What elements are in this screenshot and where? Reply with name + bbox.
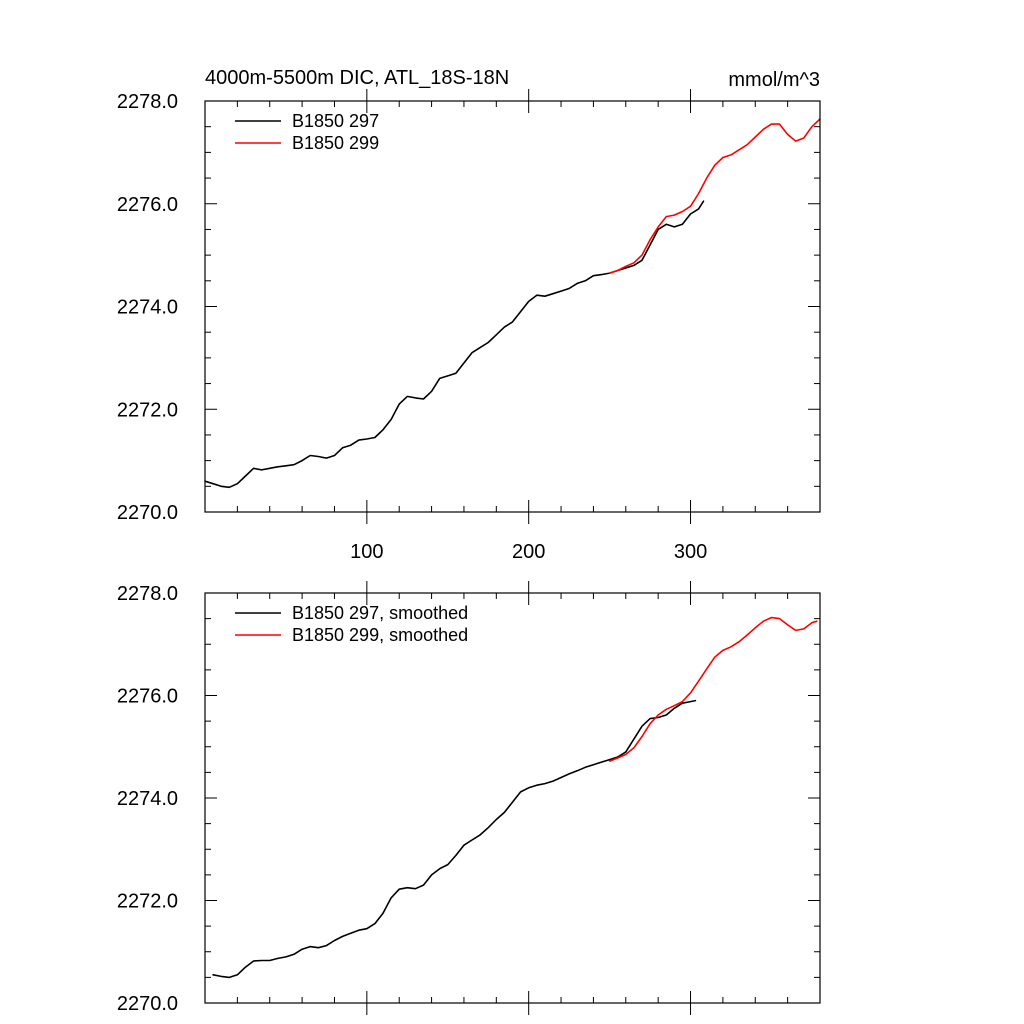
top-axis-ticks: 2270.0 2272.0 2274.0 2276.0 2278.0 100 200 300 xyxy=(117,89,821,563)
series-line-1 xyxy=(608,118,821,274)
legend-label-0: B1850 297 xyxy=(292,111,379,131)
y-tick-label: 2276.0 xyxy=(117,194,178,216)
y-tick-label: 2278.0 xyxy=(117,583,178,605)
x-tick-label: 100 xyxy=(350,541,383,563)
y-tick-label: 2274.0 xyxy=(117,788,178,810)
top-series-lines xyxy=(204,118,821,489)
y-tick-label: 2276.0 xyxy=(117,686,178,708)
series-line-1 xyxy=(608,616,818,762)
y-tick-label: 2278.0 xyxy=(117,91,178,113)
y-tick-label: 2272.0 xyxy=(117,891,178,913)
series-line-0 xyxy=(212,699,697,979)
top-plot-frame xyxy=(204,100,821,513)
x-tick-label: 300 xyxy=(674,541,707,563)
chart-title: 4000m-5500m DIC, ATL_18S-18N xyxy=(205,67,509,89)
bottom-series-lines xyxy=(212,616,818,979)
bottom-axis-ticks: 2270.0 2272.0 2274.0 2276.0 2278.0 xyxy=(117,581,821,1015)
bottom-plot-frame xyxy=(204,592,821,1004)
chart-units-label: mmol/m^3 xyxy=(728,69,820,91)
y-tick-label: 2272.0 xyxy=(117,399,178,421)
legend-label-1: B1850 299 xyxy=(292,133,379,153)
series-line-0 xyxy=(204,200,705,489)
y-tick-label: 2274.0 xyxy=(117,297,178,319)
y-tick-label: 2270.0 xyxy=(117,502,178,524)
legend-label-0: B1850 297, smoothed xyxy=(292,603,468,623)
x-tick-label: 200 xyxy=(512,541,545,563)
y-tick-label: 2270.0 xyxy=(117,993,178,1015)
top-chart-panel: 4000m-5500m DIC, ATL_18S-18N mmol/m^3 22… xyxy=(117,67,821,563)
bottom-chart-panel: 2270.0 2272.0 2274.0 2276.0 2278.0 B1850 297… xyxy=(117,581,821,1015)
legend-label-1: B1850 299, smoothed xyxy=(292,625,468,645)
